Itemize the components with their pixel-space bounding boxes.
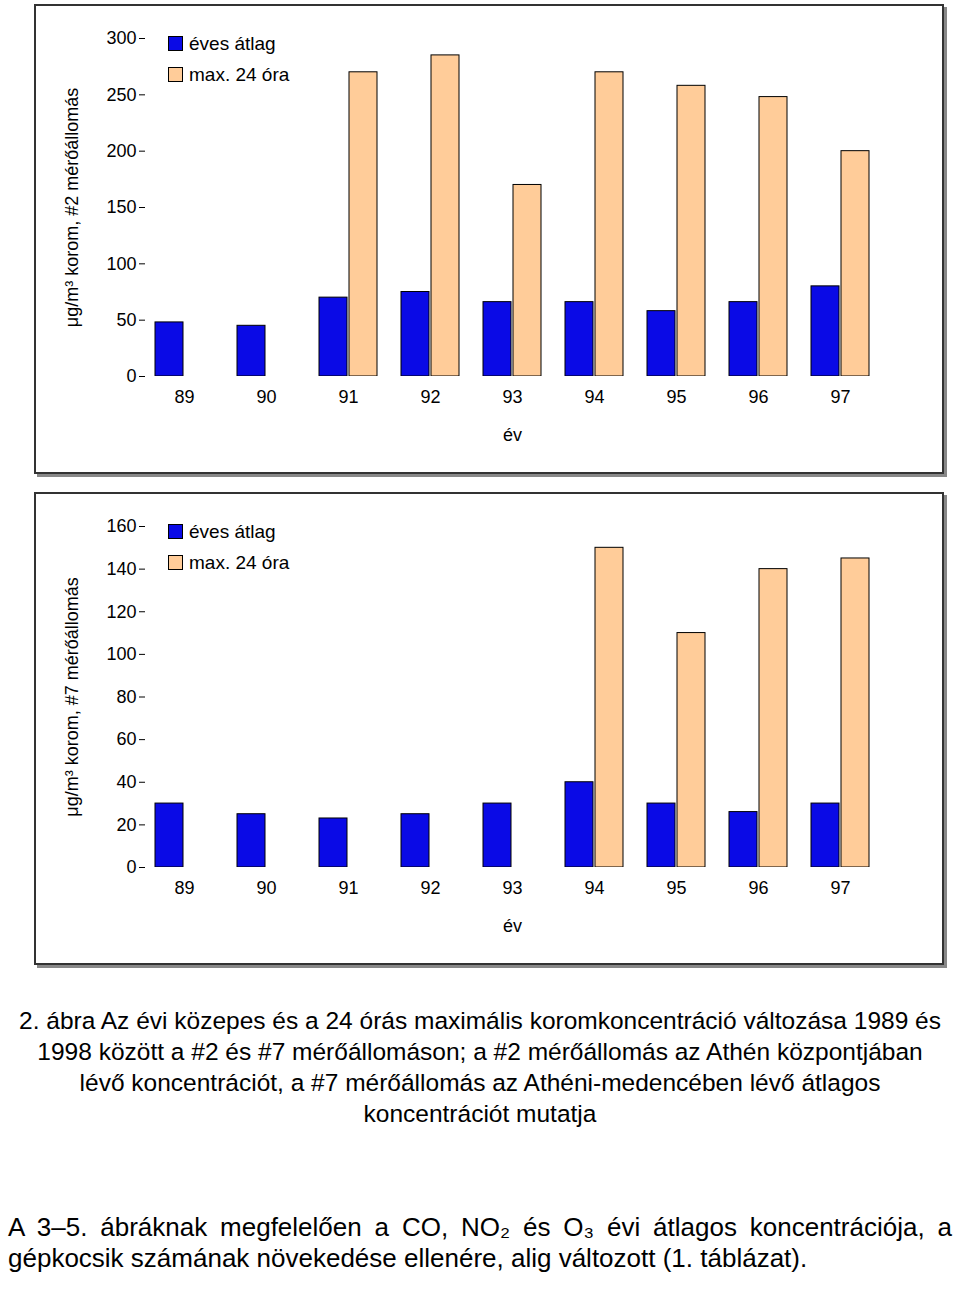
svg-text:év: év [503,916,522,936]
svg-text:250: 250 [106,85,136,105]
svg-text:91: 91 [338,878,358,898]
html-text:max. 24 óra: max. 24 óra [189,64,290,85]
svg-text:93: 93 [502,878,522,898]
svg-text:160: 160 [106,516,136,536]
html-text:A 3–5. ábráknak megfelelően a: A 3–5. ábráknak megfelelően a CO, NO₂ és… [8,1212,952,1273]
svg-text:97: 97 [830,387,850,407]
svg-text:80: 80 [116,687,136,707]
svg-text:50: 50 [116,310,136,330]
svg-text:92: 92 [420,387,440,407]
svg-text:90: 90 [256,387,276,407]
svg-text:μg/m³ korom, #2 mérőállomás: μg/m³ korom, #2 mérőállomás [62,88,82,327]
svg-text:94: 94 [584,387,604,407]
svg-text:95: 95 [666,878,686,898]
svg-text:300: 300 [106,28,136,48]
svg-text:96: 96 [748,878,768,898]
svg-text:200: 200 [106,141,136,161]
svg-text:140: 140 [106,559,136,579]
svg-text:100: 100 [106,254,136,274]
svg-text:97: 97 [830,878,850,898]
svg-text:60: 60 [116,729,136,749]
svg-text:40: 40 [116,772,136,792]
html-text:max. 24 óra: max. 24 óra [189,552,290,573]
svg-text:0: 0 [126,857,136,877]
html-text:éves átlag: éves átlag [189,521,276,542]
svg-text:μg/m³ korom, #7 mérőállomás: μg/m³ korom, #7 mérőállomás [62,577,82,816]
svg-text:89: 89 [174,878,194,898]
svg-text:120: 120 [106,602,136,622]
svg-text:94: 94 [584,878,604,898]
svg-text:0: 0 [126,366,136,386]
html-text:2. ábra Az évi közepes és a 24: 2. ábra Az évi közepes és a 24 órás maxi… [19,1007,941,1127]
svg-text:93: 93 [502,387,522,407]
svg-text:91: 91 [338,387,358,407]
html-text:éves átlag: éves átlag [189,33,276,54]
svg-text:100: 100 [106,644,136,664]
svg-text:90: 90 [256,878,276,898]
svg-text:96: 96 [748,387,768,407]
svg-text:20: 20 [116,815,136,835]
svg-text:150: 150 [106,197,136,217]
svg-text:92: 92 [420,878,440,898]
svg-text:89: 89 [174,387,194,407]
svg-text:95: 95 [666,387,686,407]
svg-text:év: év [503,425,522,445]
